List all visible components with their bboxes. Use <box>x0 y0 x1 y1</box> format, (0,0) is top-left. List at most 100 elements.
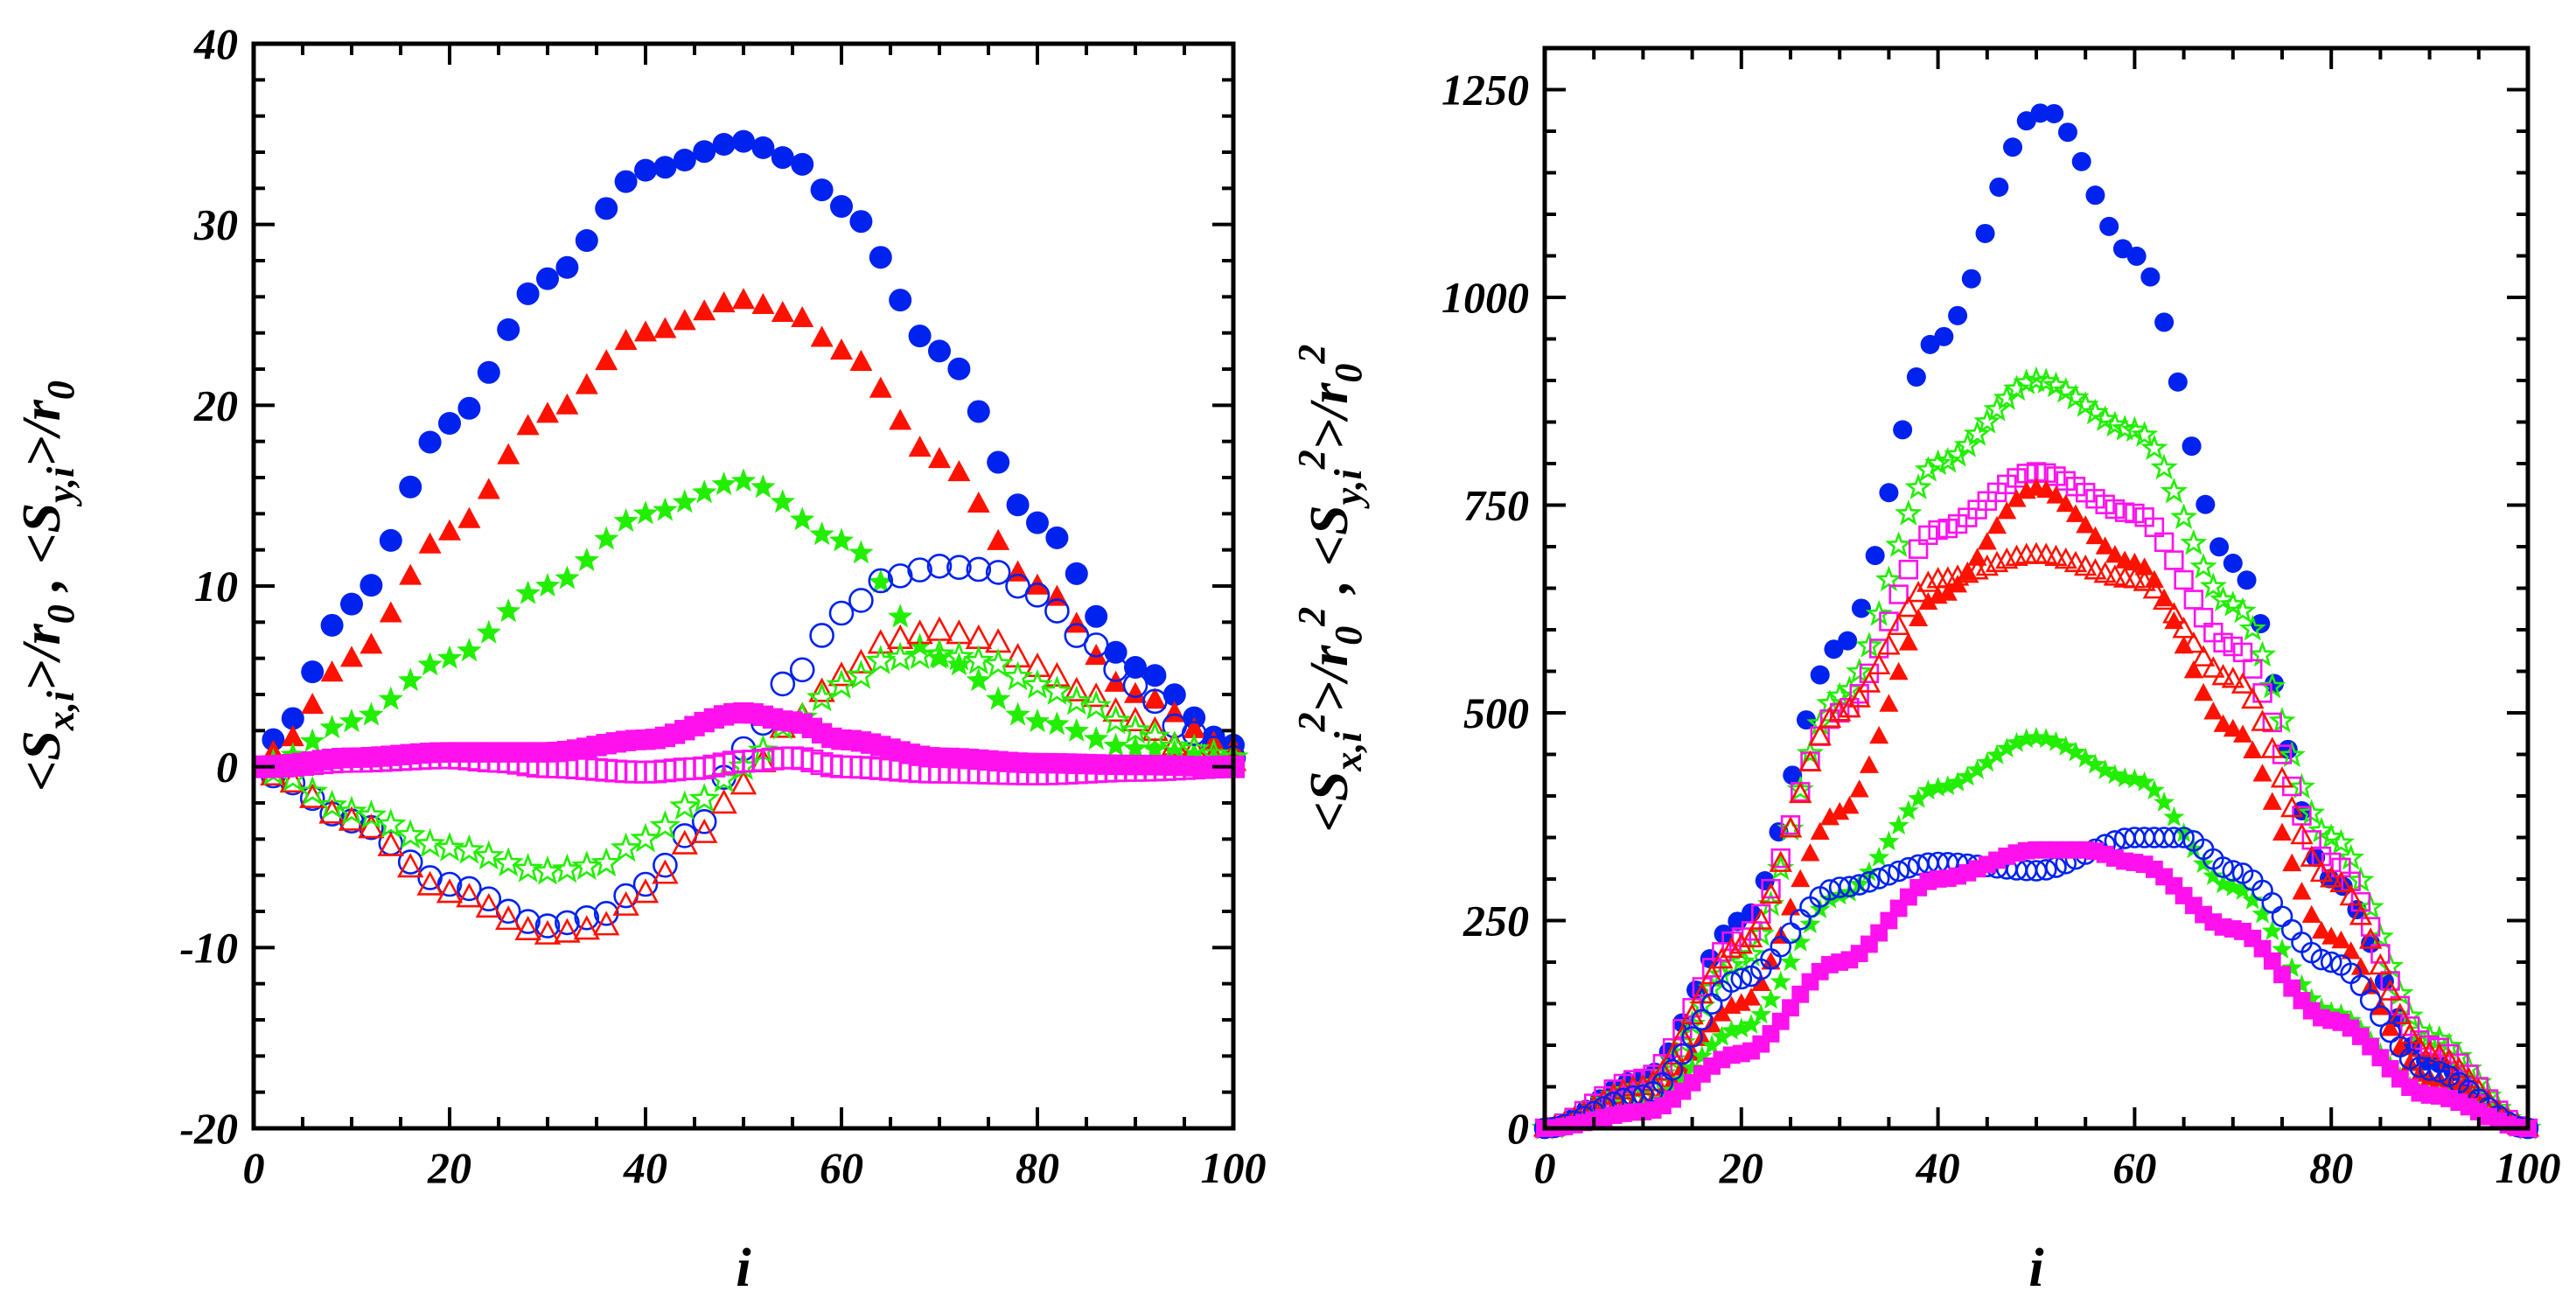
data-point <box>262 728 285 751</box>
data-point <box>1957 765 1979 786</box>
data-point <box>653 852 678 878</box>
data-point <box>2085 185 2105 206</box>
data-point <box>2388 1002 2412 1024</box>
data-point <box>1947 513 1968 534</box>
data-point <box>1721 1019 1742 1040</box>
data-point <box>1712 1003 1732 1022</box>
data-point <box>2310 997 2332 1018</box>
data-point <box>653 317 677 338</box>
data-point <box>2015 728 2037 749</box>
data-point <box>712 291 736 313</box>
data-point <box>1742 987 1762 1006</box>
data-point <box>1662 1079 1684 1099</box>
data-point <box>2213 714 2233 732</box>
data-point <box>1661 1058 1684 1081</box>
data-point <box>2026 726 2047 747</box>
data-point <box>1917 779 1939 800</box>
data-point <box>1720 936 1743 959</box>
data-point <box>1865 546 1885 566</box>
data-point <box>1790 931 1812 952</box>
data-point <box>340 592 363 616</box>
data-point <box>2189 553 2217 579</box>
data-point <box>2173 822 2195 842</box>
data-point <box>457 876 482 902</box>
data-point <box>1692 977 1713 997</box>
data-point <box>497 443 520 464</box>
data-point <box>2213 632 2233 652</box>
data-point <box>516 282 540 305</box>
data-point <box>2287 772 2316 799</box>
data-point <box>477 478 500 499</box>
data-point <box>574 548 599 571</box>
series-0 <box>262 129 1245 757</box>
data-point <box>457 396 481 420</box>
data-point <box>1770 970 1791 991</box>
data-point <box>359 701 384 726</box>
data-point <box>2212 873 2234 894</box>
data-point <box>2123 567 2147 589</box>
data-point <box>2380 1018 2400 1036</box>
data-point <box>1947 771 1969 792</box>
data-point <box>1789 781 1812 804</box>
data-point <box>1830 801 1850 820</box>
data-point <box>2062 383 2090 410</box>
data-point <box>1178 733 1210 764</box>
data-point <box>1651 1058 1675 1081</box>
data-point <box>1761 878 1781 899</box>
data-point <box>2238 614 2266 641</box>
data-point <box>2467 1078 2490 1099</box>
y-tick-label: 20 <box>193 380 238 429</box>
data-point <box>574 904 600 931</box>
data-point <box>1986 743 2008 764</box>
data-point <box>2046 466 2066 486</box>
data-point <box>497 318 520 341</box>
data-point <box>1997 474 2017 495</box>
data-point <box>2248 640 2277 667</box>
data-point <box>2199 572 2227 599</box>
data-point <box>551 853 583 883</box>
data-point <box>1781 897 1800 916</box>
data-point <box>1963 420 1992 446</box>
data-point <box>339 708 365 733</box>
data-point <box>907 557 932 583</box>
data-point <box>789 657 815 683</box>
left-chart: 0 20 40 60 80 100 -20 -10 0 10 20 30 40 i <Sx,i>/r0 , … <box>12 19 1267 1298</box>
data-point <box>477 360 500 384</box>
data-point <box>2251 614 2271 634</box>
data-point <box>1934 447 1962 473</box>
data-point <box>532 855 563 885</box>
data-point <box>2194 682 2214 701</box>
data-point <box>1681 1057 1703 1078</box>
data-point <box>1730 967 1753 990</box>
data-point <box>360 632 383 654</box>
data-point <box>473 840 505 870</box>
data-point <box>632 500 659 525</box>
data-point <box>2350 891 2371 912</box>
data-point <box>2290 822 2314 845</box>
data-point <box>924 638 955 668</box>
data-point <box>848 648 875 673</box>
data-point <box>806 681 838 712</box>
data-point <box>2243 659 2263 679</box>
series-7 <box>252 746 1246 785</box>
data-point <box>649 810 681 840</box>
data-point <box>1124 656 1147 679</box>
data-point <box>516 414 540 436</box>
data-point <box>1120 714 1151 744</box>
data-point <box>691 818 718 843</box>
data-point <box>1085 644 1108 666</box>
data-point <box>810 325 834 347</box>
data-point <box>1965 558 1989 580</box>
data-point <box>1103 657 1128 682</box>
data-point <box>2076 515 2096 534</box>
data-point <box>928 447 951 469</box>
data-point <box>827 661 855 687</box>
data-point <box>2390 995 2411 1016</box>
data-point <box>1141 715 1169 741</box>
data-point <box>399 563 422 585</box>
data-point <box>1896 595 1921 618</box>
data-point <box>476 619 501 644</box>
data-point <box>2282 853 2302 872</box>
x-tick-label: 80 <box>1016 1143 1059 1192</box>
